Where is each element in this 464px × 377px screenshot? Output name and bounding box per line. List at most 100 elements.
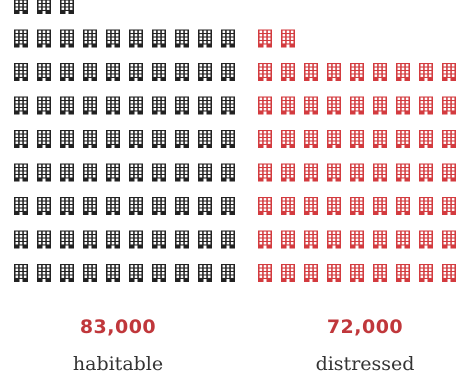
building-icon-habitable-22 [37, 197, 51, 215]
building-icon-distressed-34 [327, 163, 341, 182]
building-icon-habitable-72 [37, 29, 51, 48]
building-icon-habitable-70 [221, 63, 235, 81]
building-icon-distressed-49 [442, 130, 456, 148]
building-icon-distressed-52 [281, 96, 295, 115]
building-icon-distressed-66 [373, 63, 387, 81]
building-icon-habitable-78 [175, 29, 189, 48]
building-icon-habitable-79 [198, 29, 212, 48]
building-icon-distressed-59 [442, 96, 456, 115]
building-icon-habitable-16 [129, 230, 143, 249]
building-icon-habitable-5 [106, 264, 120, 282]
building-icon-habitable-11 [14, 230, 28, 249]
building-icon-distressed-15 [350, 230, 364, 249]
building-icon-habitable-83 [60, 0, 74, 14]
building-icon-distressed-54 [327, 96, 341, 115]
building-icon-habitable-61 [14, 63, 28, 81]
building-icon-distressed-6 [373, 264, 387, 282]
building-icon-distressed-26 [373, 197, 387, 215]
building-icon-distressed-42 [281, 130, 295, 148]
value-label-habitable: 83,000 [80, 316, 156, 338]
building-icon-habitable-54 [83, 96, 97, 115]
building-icon-habitable-3 [60, 264, 74, 282]
building-icon-habitable-65 [106, 63, 120, 81]
building-icon-habitable-41 [14, 130, 28, 148]
building-icon-distressed-38 [419, 163, 433, 182]
building-icon-distressed-23 [304, 197, 318, 215]
building-icon-distressed-7 [396, 264, 410, 282]
building-icon-habitable-10 [221, 264, 235, 282]
building-icon-habitable-1 [14, 264, 28, 282]
building-icon-habitable-27 [152, 197, 166, 215]
building-icon-habitable-25 [106, 197, 120, 215]
building-icon-distressed-46 [373, 130, 387, 148]
building-icon-habitable-68 [175, 63, 189, 81]
building-icon-distressed-67 [396, 63, 410, 81]
icon-grid-distressed [258, 29, 456, 282]
building-icon-habitable-13 [60, 230, 74, 249]
building-icon-habitable-9 [198, 264, 212, 282]
building-icon-distressed-51 [258, 96, 272, 115]
building-icon-habitable-35 [106, 163, 120, 182]
building-icon-habitable-57 [152, 96, 166, 115]
building-icon-habitable-51 [14, 96, 28, 115]
building-icon-distressed-57 [396, 96, 410, 115]
building-icon-habitable-45 [106, 130, 120, 148]
building-icon-distressed-9 [442, 264, 456, 282]
building-icon-habitable-73 [60, 29, 74, 48]
caption-distressed: distressed [316, 353, 415, 375]
building-icon-habitable-56 [129, 96, 143, 115]
building-icon-habitable-29 [198, 197, 212, 215]
building-icon-habitable-33 [60, 163, 74, 182]
icon-grid-habitable [14, 0, 235, 282]
caption-habitable: habitable [73, 353, 163, 375]
building-icon-distressed-19 [442, 230, 456, 249]
building-icon-habitable-69 [198, 63, 212, 81]
building-icon-habitable-77 [152, 29, 166, 48]
building-icon-distressed-64 [327, 63, 341, 81]
building-icon-distressed-61 [258, 63, 272, 81]
building-icon-distressed-3 [304, 264, 318, 282]
building-icon-distressed-69 [442, 63, 456, 81]
building-icon-habitable-46 [129, 130, 143, 148]
building-icon-habitable-4 [83, 264, 97, 282]
building-icon-habitable-82 [37, 0, 51, 14]
building-icon-distressed-11 [258, 230, 272, 249]
building-icon-distressed-27 [396, 197, 410, 215]
building-icon-habitable-66 [129, 63, 143, 81]
building-icon-distressed-55 [350, 96, 364, 115]
building-icon-habitable-74 [83, 29, 97, 48]
building-icon-distressed-35 [350, 163, 364, 182]
building-icon-habitable-50 [221, 130, 235, 148]
building-icon-habitable-8 [175, 264, 189, 282]
building-icon-distressed-47 [396, 130, 410, 148]
building-icon-habitable-6 [129, 264, 143, 282]
building-icon-habitable-23 [60, 197, 74, 215]
building-icon-distressed-32 [281, 163, 295, 182]
building-icon-habitable-76 [129, 29, 143, 48]
building-icon-habitable-59 [198, 96, 212, 115]
building-icon-distressed-53 [304, 96, 318, 115]
building-icon-habitable-55 [106, 96, 120, 115]
building-icon-distressed-33 [304, 163, 318, 182]
building-icon-habitable-53 [60, 96, 74, 115]
building-icon-habitable-36 [129, 163, 143, 182]
building-icon-distressed-56 [373, 96, 387, 115]
building-icon-habitable-7 [152, 264, 166, 282]
building-icon-habitable-30 [221, 197, 235, 215]
building-icon-habitable-14 [83, 230, 97, 249]
building-icon-distressed-45 [350, 130, 364, 148]
building-icon-habitable-67 [152, 63, 166, 81]
building-icon-distressed-72 [281, 29, 295, 48]
building-icon-distressed-36 [373, 163, 387, 182]
building-icon-habitable-28 [175, 197, 189, 215]
building-icon-distressed-58 [419, 96, 433, 115]
value-label-distressed: 72,000 [327, 316, 403, 338]
building-icon-distressed-71 [258, 29, 272, 48]
building-icon-distressed-65 [350, 63, 364, 81]
building-icon-distressed-39 [442, 163, 456, 182]
building-icon-distressed-43 [304, 130, 318, 148]
building-icon-distressed-17 [396, 230, 410, 249]
building-icon-habitable-63 [60, 63, 74, 81]
building-icon-distressed-4 [327, 264, 341, 282]
